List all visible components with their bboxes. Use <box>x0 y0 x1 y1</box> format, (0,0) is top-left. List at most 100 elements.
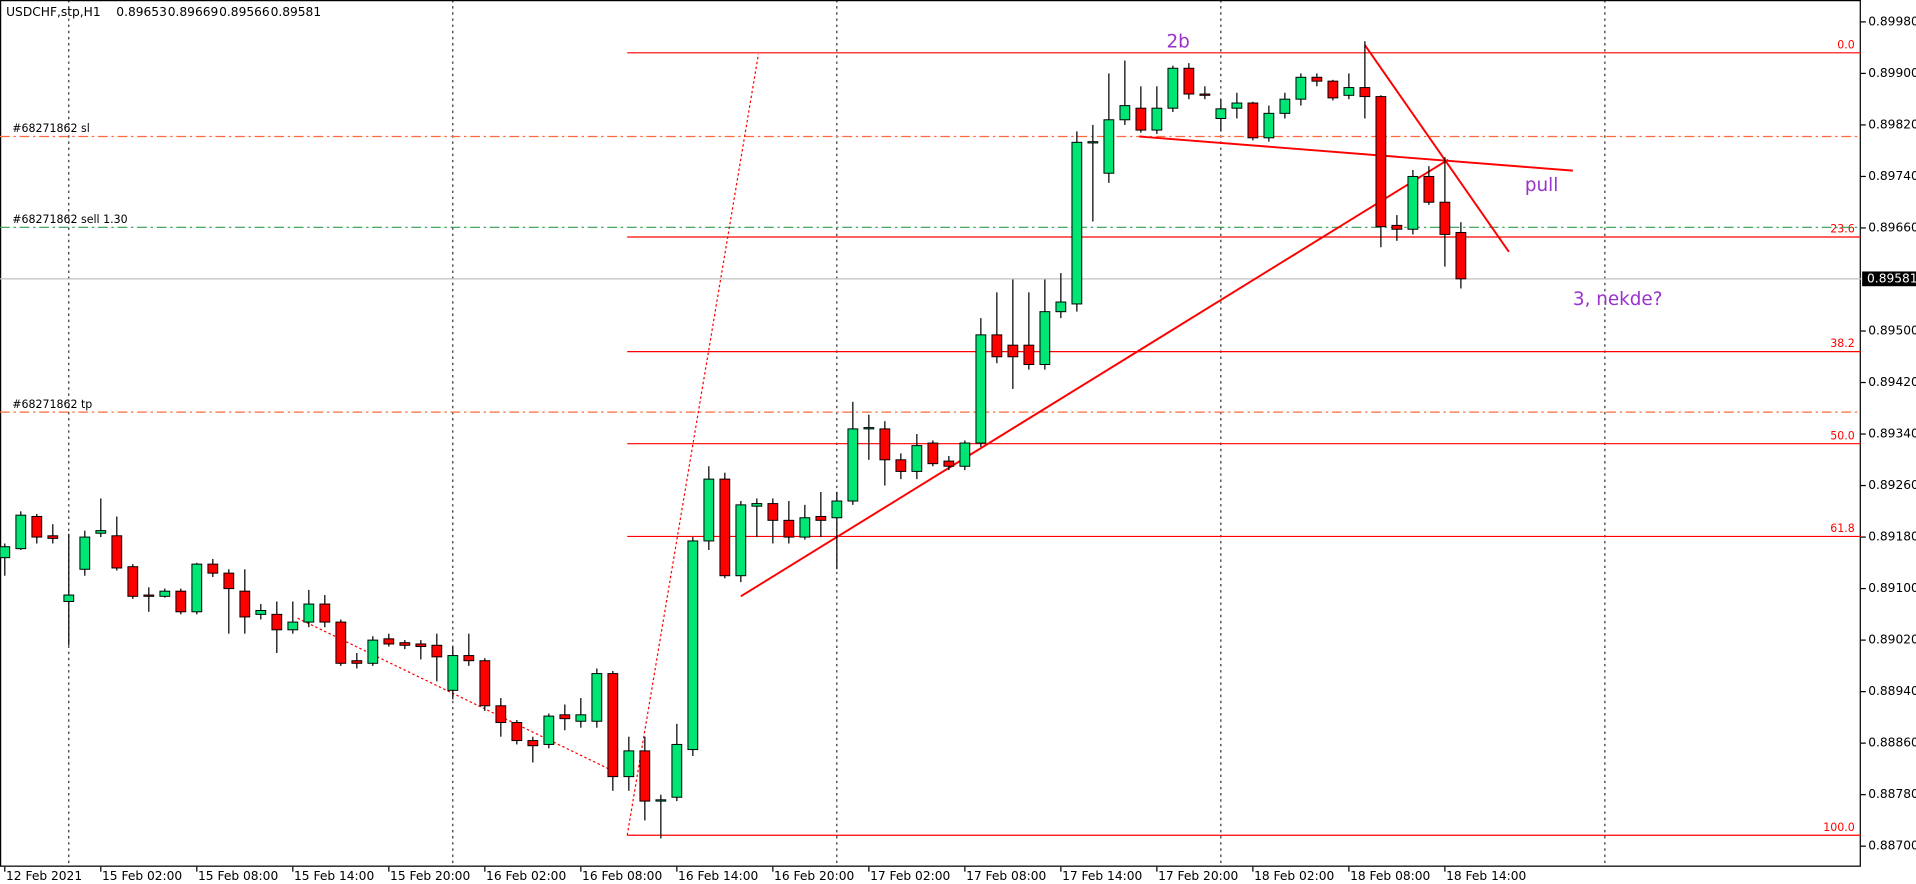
candle <box>783 501 795 544</box>
candle <box>607 671 619 791</box>
candle-body <box>1311 76 1323 82</box>
y-tick-label: 0.88860 <box>1868 736 1916 750</box>
order-label: #68271862 tp <box>12 398 92 411</box>
candle <box>511 719 523 745</box>
x-tick-label: 18 Feb 08:00 <box>1350 869 1430 883</box>
x-tick-label: 15 Feb 20:00 <box>390 869 470 883</box>
candle <box>399 640 411 650</box>
fib-label: 50.0 <box>1830 429 1855 442</box>
candle-body <box>1295 76 1307 100</box>
fib-label: 100.0 <box>1823 821 1855 834</box>
candle <box>1295 73 1307 106</box>
candle <box>1343 73 1355 100</box>
annotation: 3, nekde? <box>1573 289 1663 310</box>
candle <box>591 668 603 728</box>
candle-body <box>95 530 107 534</box>
y-tick-label: 0.88940 <box>1868 684 1916 698</box>
candle <box>751 498 763 538</box>
candle <box>1199 86 1211 100</box>
trendline <box>1364 44 1510 253</box>
candle <box>911 434 923 480</box>
candle <box>927 440 939 467</box>
candle <box>719 472 731 579</box>
candle-body <box>47 535 59 539</box>
candle-body <box>1279 98 1291 114</box>
candle-body <box>431 644 443 658</box>
plot-frame <box>0 0 1861 867</box>
candle <box>1055 273 1067 319</box>
candle <box>47 524 59 544</box>
y-tick-label: 0.89500 <box>1868 323 1916 337</box>
candle <box>1247 101 1259 141</box>
candle <box>1263 105 1275 142</box>
candle <box>367 636 379 666</box>
candle <box>1215 99 1227 132</box>
candle <box>495 698 507 737</box>
candle <box>623 736 635 791</box>
candle-body <box>1151 107 1163 131</box>
fib-label: 0.0 <box>1837 38 1855 51</box>
y-tick-label: 0.89100 <box>1868 581 1916 595</box>
candle-body <box>927 442 939 465</box>
candle-body <box>239 590 251 618</box>
candle-body <box>367 639 379 664</box>
candle <box>1231 92 1243 119</box>
candle <box>1135 86 1147 133</box>
x-tick-label: 17 Feb 20:00 <box>1158 869 1238 883</box>
candle-body <box>687 540 699 751</box>
candle <box>1183 63 1195 100</box>
candle <box>431 633 443 682</box>
candle-body <box>719 478 731 577</box>
candle-body <box>1103 119 1115 174</box>
candle-body <box>63 594 75 602</box>
candle <box>415 640 427 660</box>
y-tick-label: 0.89740 <box>1868 169 1916 183</box>
candle <box>31 513 43 544</box>
candle-body <box>943 460 955 467</box>
candle-body <box>1023 344 1035 365</box>
candle-body <box>223 572 235 590</box>
candle <box>319 595 331 628</box>
annotation: pull <box>1525 175 1558 196</box>
y-tick-label: 0.89260 <box>1868 478 1916 492</box>
candle-body <box>1327 80 1339 99</box>
candle-body <box>591 673 603 722</box>
candle <box>575 698 587 728</box>
x-tick-label: 18 Feb 02:00 <box>1254 869 1334 883</box>
candle-body <box>783 519 795 538</box>
candle <box>735 501 747 583</box>
candle-body <box>1439 201 1451 235</box>
annotation: 2b <box>1166 31 1189 52</box>
candle-body <box>1391 224 1403 230</box>
candle <box>943 455 955 471</box>
candle-body <box>1135 107 1147 131</box>
candle <box>1087 124 1099 222</box>
candle-body <box>351 660 363 664</box>
candle-body <box>399 642 411 646</box>
candle-body <box>303 603 315 623</box>
candle <box>1103 73 1115 183</box>
candle-body <box>639 750 651 802</box>
candle <box>95 498 107 538</box>
candle-body <box>1359 87 1371 98</box>
candle <box>655 794 667 839</box>
candle-body <box>831 500 843 519</box>
candle-body <box>671 743 683 798</box>
candle <box>1327 79 1339 101</box>
candle-body <box>735 504 747 577</box>
candle <box>1439 157 1451 267</box>
candle <box>1023 292 1035 370</box>
candle-body <box>0 546 11 559</box>
candle-body <box>975 334 987 444</box>
fib-label: 61.8 <box>1830 522 1855 535</box>
trendline <box>626 53 760 836</box>
candle <box>863 414 875 460</box>
candle <box>1167 65 1179 113</box>
candle-body <box>863 427 875 430</box>
candle-body <box>15 514 27 550</box>
candle <box>479 658 491 711</box>
candle <box>79 530 91 576</box>
candle-body <box>1215 108 1227 119</box>
candle <box>975 318 987 447</box>
candle <box>271 601 283 653</box>
